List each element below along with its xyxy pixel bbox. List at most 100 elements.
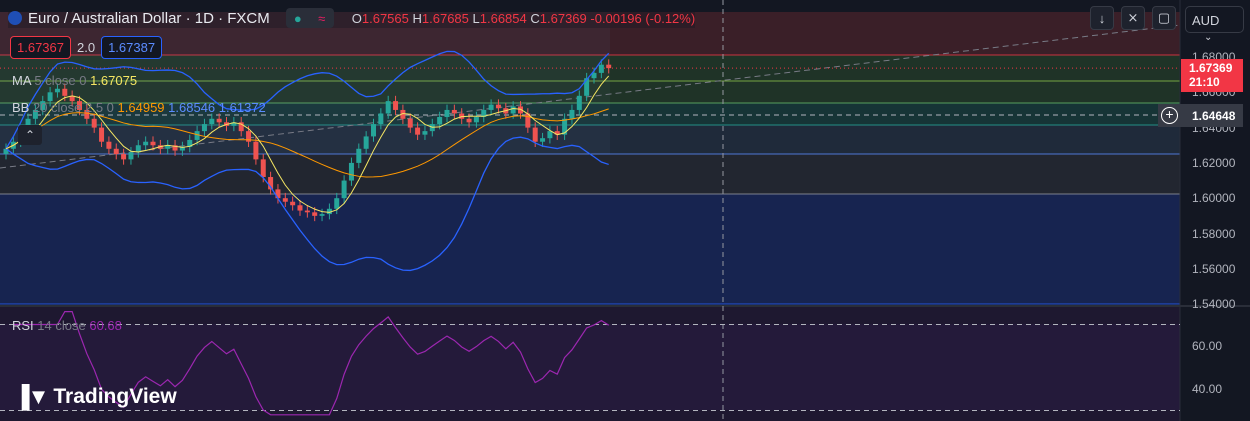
fullscreen-icon[interactable]: ▢ [1152, 6, 1176, 30]
close-value: 1.67369 [539, 10, 587, 26]
trendline [0, 24, 1181, 169]
zone-teal [0, 103, 1180, 125]
price-tick-label: 1.60000 [1192, 191, 1236, 206]
candle-body [201, 124, 207, 132]
currency-select[interactable]: AUD ⌄ [1185, 6, 1244, 43]
close-label: C [530, 10, 540, 26]
candle-body [260, 159, 266, 178]
chart-header: Euro / Australian Dollar · 1D · FXCM ● ≈… [8, 8, 696, 28]
bb-lower-value: 1.61372 [218, 100, 266, 115]
last-price-label: 1.67369 21:10 [1181, 59, 1243, 92]
candle-body [32, 109, 38, 119]
candle-body [393, 101, 399, 110]
candle-body [54, 88, 60, 93]
candle-body [99, 127, 105, 142]
rsi-name: RSI [12, 318, 34, 333]
candle-body [304, 210, 310, 213]
bb-upper-line [5, 50, 610, 150]
tradingview-mark-icon: ▐▼ [14, 384, 49, 409]
bb-legend[interactable]: BB 20 close 2.5 0 1.64959 1.68546 1.6137… [12, 100, 266, 115]
candle-body [143, 141, 149, 146]
candle-body [466, 118, 472, 123]
candle-body [246, 131, 252, 142]
candle-body [62, 88, 68, 96]
candle-body [371, 124, 376, 137]
candle-body [253, 141, 259, 160]
zone-green [0, 55, 1180, 103]
candle-body [238, 122, 244, 132]
spread-value: 2.0 [77, 40, 96, 55]
candle-body [598, 64, 604, 73]
candle-body [562, 118, 568, 135]
rsi-value: 60.68 [89, 318, 122, 333]
high-value: 1.67685 [421, 10, 469, 26]
open-value: 1.67565 [361, 10, 409, 26]
candle-body [407, 118, 413, 128]
market-status[interactable]: ● ≈ [285, 8, 334, 28]
candle-body [113, 148, 119, 155]
price-tick-label: 1.54000 [1192, 297, 1236, 312]
low-value: 1.66854 [479, 10, 527, 26]
ma-line [5, 75, 610, 213]
scroll-down-icon[interactable]: ↓ [1090, 6, 1114, 30]
bb-upper-value: 1.68546 [168, 100, 216, 115]
trade-boxes: 1.67367 2.0 1.67387 [10, 36, 163, 59]
buy-button[interactable]: 1.67387 [101, 36, 163, 59]
candle-body [326, 208, 332, 215]
candle-body [106, 141, 112, 149]
candle-body [290, 201, 296, 206]
candle-body [348, 162, 354, 181]
candle-body [400, 109, 406, 119]
market-open-icon: ● [285, 8, 310, 28]
candle-body [165, 145, 171, 149]
candle-body [606, 64, 612, 69]
bb-basis-line [5, 108, 609, 178]
candle-body [91, 118, 97, 128]
chevron-down-icon: ⌄ [1204, 32, 1213, 43]
bb-name: BB [12, 100, 30, 115]
candle-body [576, 95, 582, 110]
collapse-legend-button[interactable]: ⌃ [18, 125, 42, 145]
candle-body [319, 214, 325, 216]
bb-params: 20 close 2.5 0 [32, 100, 114, 115]
logo-text: TradingView [53, 385, 177, 408]
candle-body [187, 139, 193, 148]
candle-body [216, 118, 222, 123]
ohlc-values: O1.67565 H1.67685 L1.66854 C1.67369 -0.0… [352, 11, 695, 26]
candle-body [84, 109, 90, 119]
candle-body [172, 145, 178, 151]
rsi-legend[interactable]: RSI 14 close 60.68 [12, 318, 122, 333]
price-tick-label: 1.56000 [1192, 261, 1236, 276]
price-tick-label: 1.58000 [1192, 226, 1236, 241]
tradingview-logo[interactable]: ▐▼ TradingView [14, 384, 177, 410]
candle-body [275, 189, 281, 199]
candle-body [341, 180, 347, 199]
candle-body [378, 113, 384, 125]
sell-button[interactable]: 1.67367 [10, 36, 71, 59]
candle-body [77, 101, 82, 110]
candle-body [422, 131, 428, 135]
candle-body [540, 138, 546, 142]
candle-body [363, 136, 369, 149]
collapse-icon[interactable]: ⨯ [1121, 6, 1145, 30]
candle-body [444, 109, 450, 118]
candle-body [179, 147, 185, 151]
high-label: H [412, 10, 422, 26]
symbol-title[interactable]: Euro / Australian Dollar · 1D · FXCM [28, 9, 270, 27]
candle-body [591, 72, 597, 79]
candle-body [312, 212, 318, 216]
change-value: -0.00196 (-0.12%) [590, 10, 696, 26]
bb-lower-line [5, 136, 609, 272]
zone-red [0, 12, 1180, 55]
candle-body [209, 118, 215, 125]
rsi-tick-label: 60.00 [1192, 339, 1223, 353]
candle-body [481, 109, 487, 118]
candle-body [268, 177, 274, 190]
ma-legend[interactable]: MA 5 close 0 1.67075 [12, 73, 137, 88]
candle-body [518, 106, 523, 114]
add-alert-icon[interactable]: + [1161, 107, 1178, 124]
candle-body [356, 148, 362, 163]
candle-body [231, 122, 237, 126]
candle-body [40, 101, 46, 110]
